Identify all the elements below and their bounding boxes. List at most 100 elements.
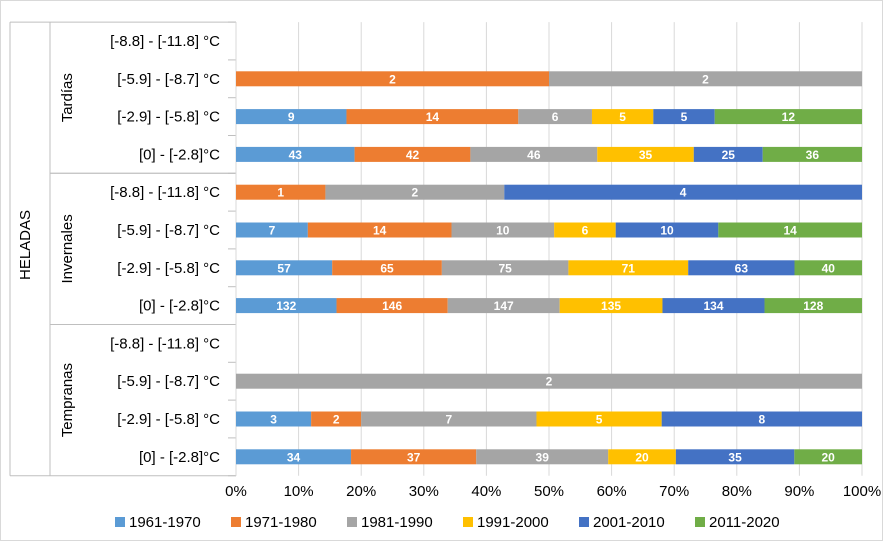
bar-segment-2001-2010 <box>653 109 715 125</box>
x-tick-label: 20% <box>346 483 376 500</box>
data-label: 37 <box>407 450 421 464</box>
bar-segment-1971-1980 <box>351 449 477 465</box>
legend-label: 1981-1990 <box>361 514 433 531</box>
data-label: 57 <box>277 261 291 275</box>
data-label: 36 <box>806 148 820 162</box>
bar-segment-2001-2010 <box>662 298 765 314</box>
row-label: [0] - [-2.8]°C <box>139 449 220 466</box>
legend-label: 1961-1970 <box>129 514 201 531</box>
data-label: 10 <box>496 224 510 238</box>
data-label: 5 <box>619 110 626 124</box>
legend-label: 2011-2020 <box>709 514 780 531</box>
data-label: 25 <box>722 148 736 162</box>
row-label: [-8.8] - [-11.8] °C <box>110 184 220 201</box>
data-label: 5 <box>681 110 688 124</box>
data-label: 42 <box>406 148 420 162</box>
group-label-tempranas: Tempranas <box>59 363 76 437</box>
legend-item-1991-2000: 1991-2000 <box>463 514 549 531</box>
data-label: 10 <box>660 224 674 238</box>
data-label: 39 <box>536 450 550 464</box>
data-label: 134 <box>703 299 723 313</box>
legend: 1961-1970 1971-1980 1981-1990 1991-2000 2001… <box>115 514 780 531</box>
data-label: 71 <box>622 261 636 275</box>
bar-segment-1961-1970 <box>236 146 355 162</box>
bar-segment-1981-1990 <box>451 222 555 238</box>
bar-segment-1961-1970 <box>236 222 308 238</box>
data-label: 46 <box>527 148 541 162</box>
y-axis-label: HELADAS <box>17 210 34 280</box>
bar-segment-2001-2010 <box>688 260 795 276</box>
data-label: 7 <box>269 224 276 238</box>
x-tick-label: 80% <box>722 483 752 500</box>
data-label: 135 <box>601 299 621 313</box>
bar-segment-1981-1990 <box>476 449 609 465</box>
bar-segment-1991-2000 <box>608 449 676 465</box>
data-label: 20 <box>821 450 835 464</box>
bar-segment-1971-1980 <box>336 298 448 314</box>
bar-segment-1991-2000 <box>554 222 616 238</box>
data-label: 63 <box>735 261 749 275</box>
legend-item-1981-1990: 1981-1990 <box>347 514 433 531</box>
data-label: 1 <box>277 186 284 200</box>
bar-segment-1981-1990 <box>325 184 505 200</box>
legend-swatch <box>463 517 473 527</box>
row-labels: [-8.8] - [-11.8] °C [-5.9] - [-8.7] °C [-2… <box>110 33 220 466</box>
legend-swatch <box>579 517 589 527</box>
data-label: 2 <box>389 72 396 86</box>
bar-segment-1991-2000 <box>536 411 662 427</box>
bars <box>236 71 862 465</box>
data-label: 6 <box>582 224 589 238</box>
legend-item-2001-2010: 2001-2010 <box>579 514 665 531</box>
row-label: [-2.9] - [-5.8] °C <box>117 260 220 277</box>
bar-segment-1971-1980 <box>346 109 519 125</box>
bar-segment-1961-1970 <box>236 411 312 427</box>
data-label: 146 <box>382 299 402 313</box>
data-label: 4 <box>680 186 687 200</box>
data-label: 43 <box>289 148 303 162</box>
bar-segment-1961-1970 <box>236 260 333 276</box>
x-tick-label: 100% <box>843 483 881 500</box>
data-label: 40 <box>822 261 836 275</box>
bar-segment-1981-1990 <box>361 411 537 427</box>
x-tick-label: 50% <box>534 483 564 500</box>
bar-segment-2001-2010 <box>661 411 862 427</box>
bar-segment-2001-2010 <box>615 222 719 238</box>
bar-segment-2001-2010 <box>504 184 862 200</box>
bar-segment-1991-2000 <box>559 298 663 314</box>
bar-segment-1981-1990 <box>441 260 569 276</box>
data-label: 35 <box>728 450 742 464</box>
bar-segment-2011-2020 <box>762 146 862 162</box>
data-label: 14 <box>426 110 440 124</box>
data-label: 9 <box>288 110 295 124</box>
bar-segment-1991-2000 <box>568 260 689 276</box>
bar-segment-1981-1990 <box>236 373 862 389</box>
x-tick-label: 60% <box>597 483 627 500</box>
data-label: 128 <box>803 299 823 313</box>
bar-segment-1971-1980 <box>236 71 549 87</box>
legend-swatch <box>347 517 357 527</box>
bar-segment-2001-2010 <box>693 146 763 162</box>
data-label: 14 <box>373 224 387 238</box>
legend-swatch <box>231 517 241 527</box>
row-label: [-2.9] - [-5.8] °C <box>117 109 220 126</box>
bar-segment-2011-2020 <box>794 449 862 465</box>
data-label: 132 <box>276 299 296 313</box>
data-label: 6 <box>552 110 559 124</box>
bar-segment-1961-1970 <box>236 449 352 465</box>
group-label-invernales: Invernales <box>59 214 76 283</box>
legend-swatch <box>695 517 705 527</box>
row-label: [-5.9] - [-8.7] °C <box>117 222 220 239</box>
gridlines <box>235 22 863 476</box>
bar-segment-1961-1970 <box>236 298 337 314</box>
bar-segment-1971-1980 <box>311 411 362 427</box>
row-label: [-2.9] - [-5.8] °C <box>117 411 220 428</box>
data-label: 2 <box>702 72 709 86</box>
x-tick-label: 0% <box>225 483 247 500</box>
legend-label: 1991-2000 <box>477 514 549 531</box>
data-label: 34 <box>287 450 301 464</box>
bar-segment-1981-1990 <box>447 298 560 314</box>
legend-label: 1971-1980 <box>245 514 317 531</box>
data-label: 5 <box>596 413 603 427</box>
data-label: 2 <box>412 186 419 200</box>
